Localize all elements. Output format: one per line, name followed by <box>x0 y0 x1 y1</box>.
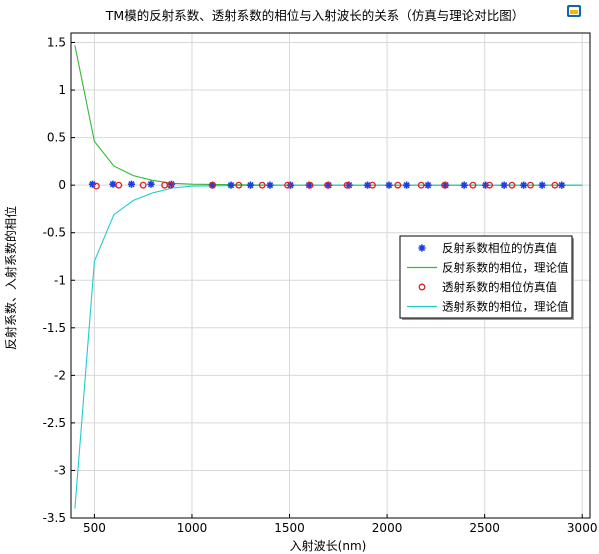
series-0-point <box>520 181 528 189</box>
legend-label: 透射系数的相位，理论值 <box>442 300 569 314</box>
series-2-point <box>139 181 147 189</box>
series-0-point <box>442 181 450 189</box>
axes: 500 1000 1500 2000 2500 3000 -3.5 -3 -2.5 -2 -1.5 -… <box>43 32 598 535</box>
series-2-point <box>324 181 332 189</box>
y-tick-label: -3.5 <box>43 511 66 525</box>
y-tick-label: 1.5 <box>47 36 66 50</box>
y-tick-label: 0 <box>58 178 66 192</box>
series-0-point <box>305 181 313 189</box>
y-tick-label: -3 <box>54 463 66 477</box>
series-2-point <box>343 181 351 189</box>
series-2-point <box>527 181 534 189</box>
app-logo-icon <box>567 5 581 17</box>
series-2-point <box>469 181 477 189</box>
y-tick-label: -2.5 <box>43 416 66 430</box>
legend-swatch <box>418 244 426 252</box>
series-2-point <box>115 181 123 189</box>
series-0-point <box>558 181 566 189</box>
series-0-point <box>460 181 468 189</box>
series-2-point <box>441 181 449 189</box>
series-2-point <box>209 181 216 189</box>
x-tick-label: 500 <box>83 521 106 535</box>
series-2-point <box>551 181 559 189</box>
series-2-point <box>284 181 292 189</box>
series-2-point <box>417 181 425 189</box>
legend-swatch <box>418 283 426 291</box>
legend-box <box>399 235 573 319</box>
y-tick-label: -2 <box>54 368 66 382</box>
series-2-point <box>167 181 174 189</box>
y-axis-label: 反射系数、入射系数的相位 <box>3 206 18 350</box>
x-tick-label: 2500 <box>469 521 500 535</box>
y-tick-label: -0.5 <box>43 226 66 240</box>
series-2-point <box>92 182 100 190</box>
series-0-point <box>402 181 411 189</box>
series-0-point <box>424 181 432 189</box>
x-tick-label: 3000 <box>567 521 598 535</box>
series-0-point <box>208 181 217 189</box>
series-0-point <box>538 181 546 189</box>
x-tick-label: 1500 <box>274 521 305 535</box>
series-0-point <box>345 181 353 189</box>
legend-label: 反射系数相位的仿真值 <box>442 241 557 255</box>
series-2-point <box>258 181 266 189</box>
series-2-point <box>306 181 314 189</box>
series-2-point <box>508 181 516 189</box>
legend-label: 透射系数的相位仿真值 <box>442 280 557 294</box>
x-tick-label: 2000 <box>372 521 403 535</box>
legend: 反射系数相位的仿真值反射系数的相位，理论值透射系数的相位仿真值透射系数的相位，理… <box>399 235 574 320</box>
x-axis-label: 入射波长(nm) <box>290 538 367 553</box>
series-0-point <box>127 180 136 188</box>
series-0-point <box>167 180 176 188</box>
series-0-point <box>363 181 372 189</box>
series-2-point <box>486 181 493 189</box>
series-0-point <box>385 181 393 189</box>
series-0-point <box>109 180 117 188</box>
series-0-point <box>246 181 255 189</box>
series-0-point <box>227 181 235 189</box>
y-tick-label: 0.5 <box>47 131 66 145</box>
x-tick-label: 1000 <box>177 521 208 535</box>
series-0-point <box>266 181 274 189</box>
y-tick-label: 1 <box>58 83 66 97</box>
series-0-point <box>500 181 508 189</box>
chart-title: TM模的反射系数、透射系数的相位与入射波长的关系（仿真与理论对比图） <box>105 8 524 23</box>
series-2-point <box>394 181 402 189</box>
y-tick-label: -1 <box>54 273 66 287</box>
series-layer <box>74 45 583 509</box>
plot-frame <box>70 32 591 519</box>
series-0-point <box>324 181 333 189</box>
series-2-point <box>235 181 243 189</box>
series-0-point <box>88 180 97 188</box>
series-0-point <box>482 181 490 189</box>
y-tick-label: -1.5 <box>43 321 66 335</box>
legend-label: 反射系数的相位，理论值 <box>442 261 569 275</box>
series-0-point <box>147 180 155 188</box>
series-2-point <box>368 181 376 189</box>
